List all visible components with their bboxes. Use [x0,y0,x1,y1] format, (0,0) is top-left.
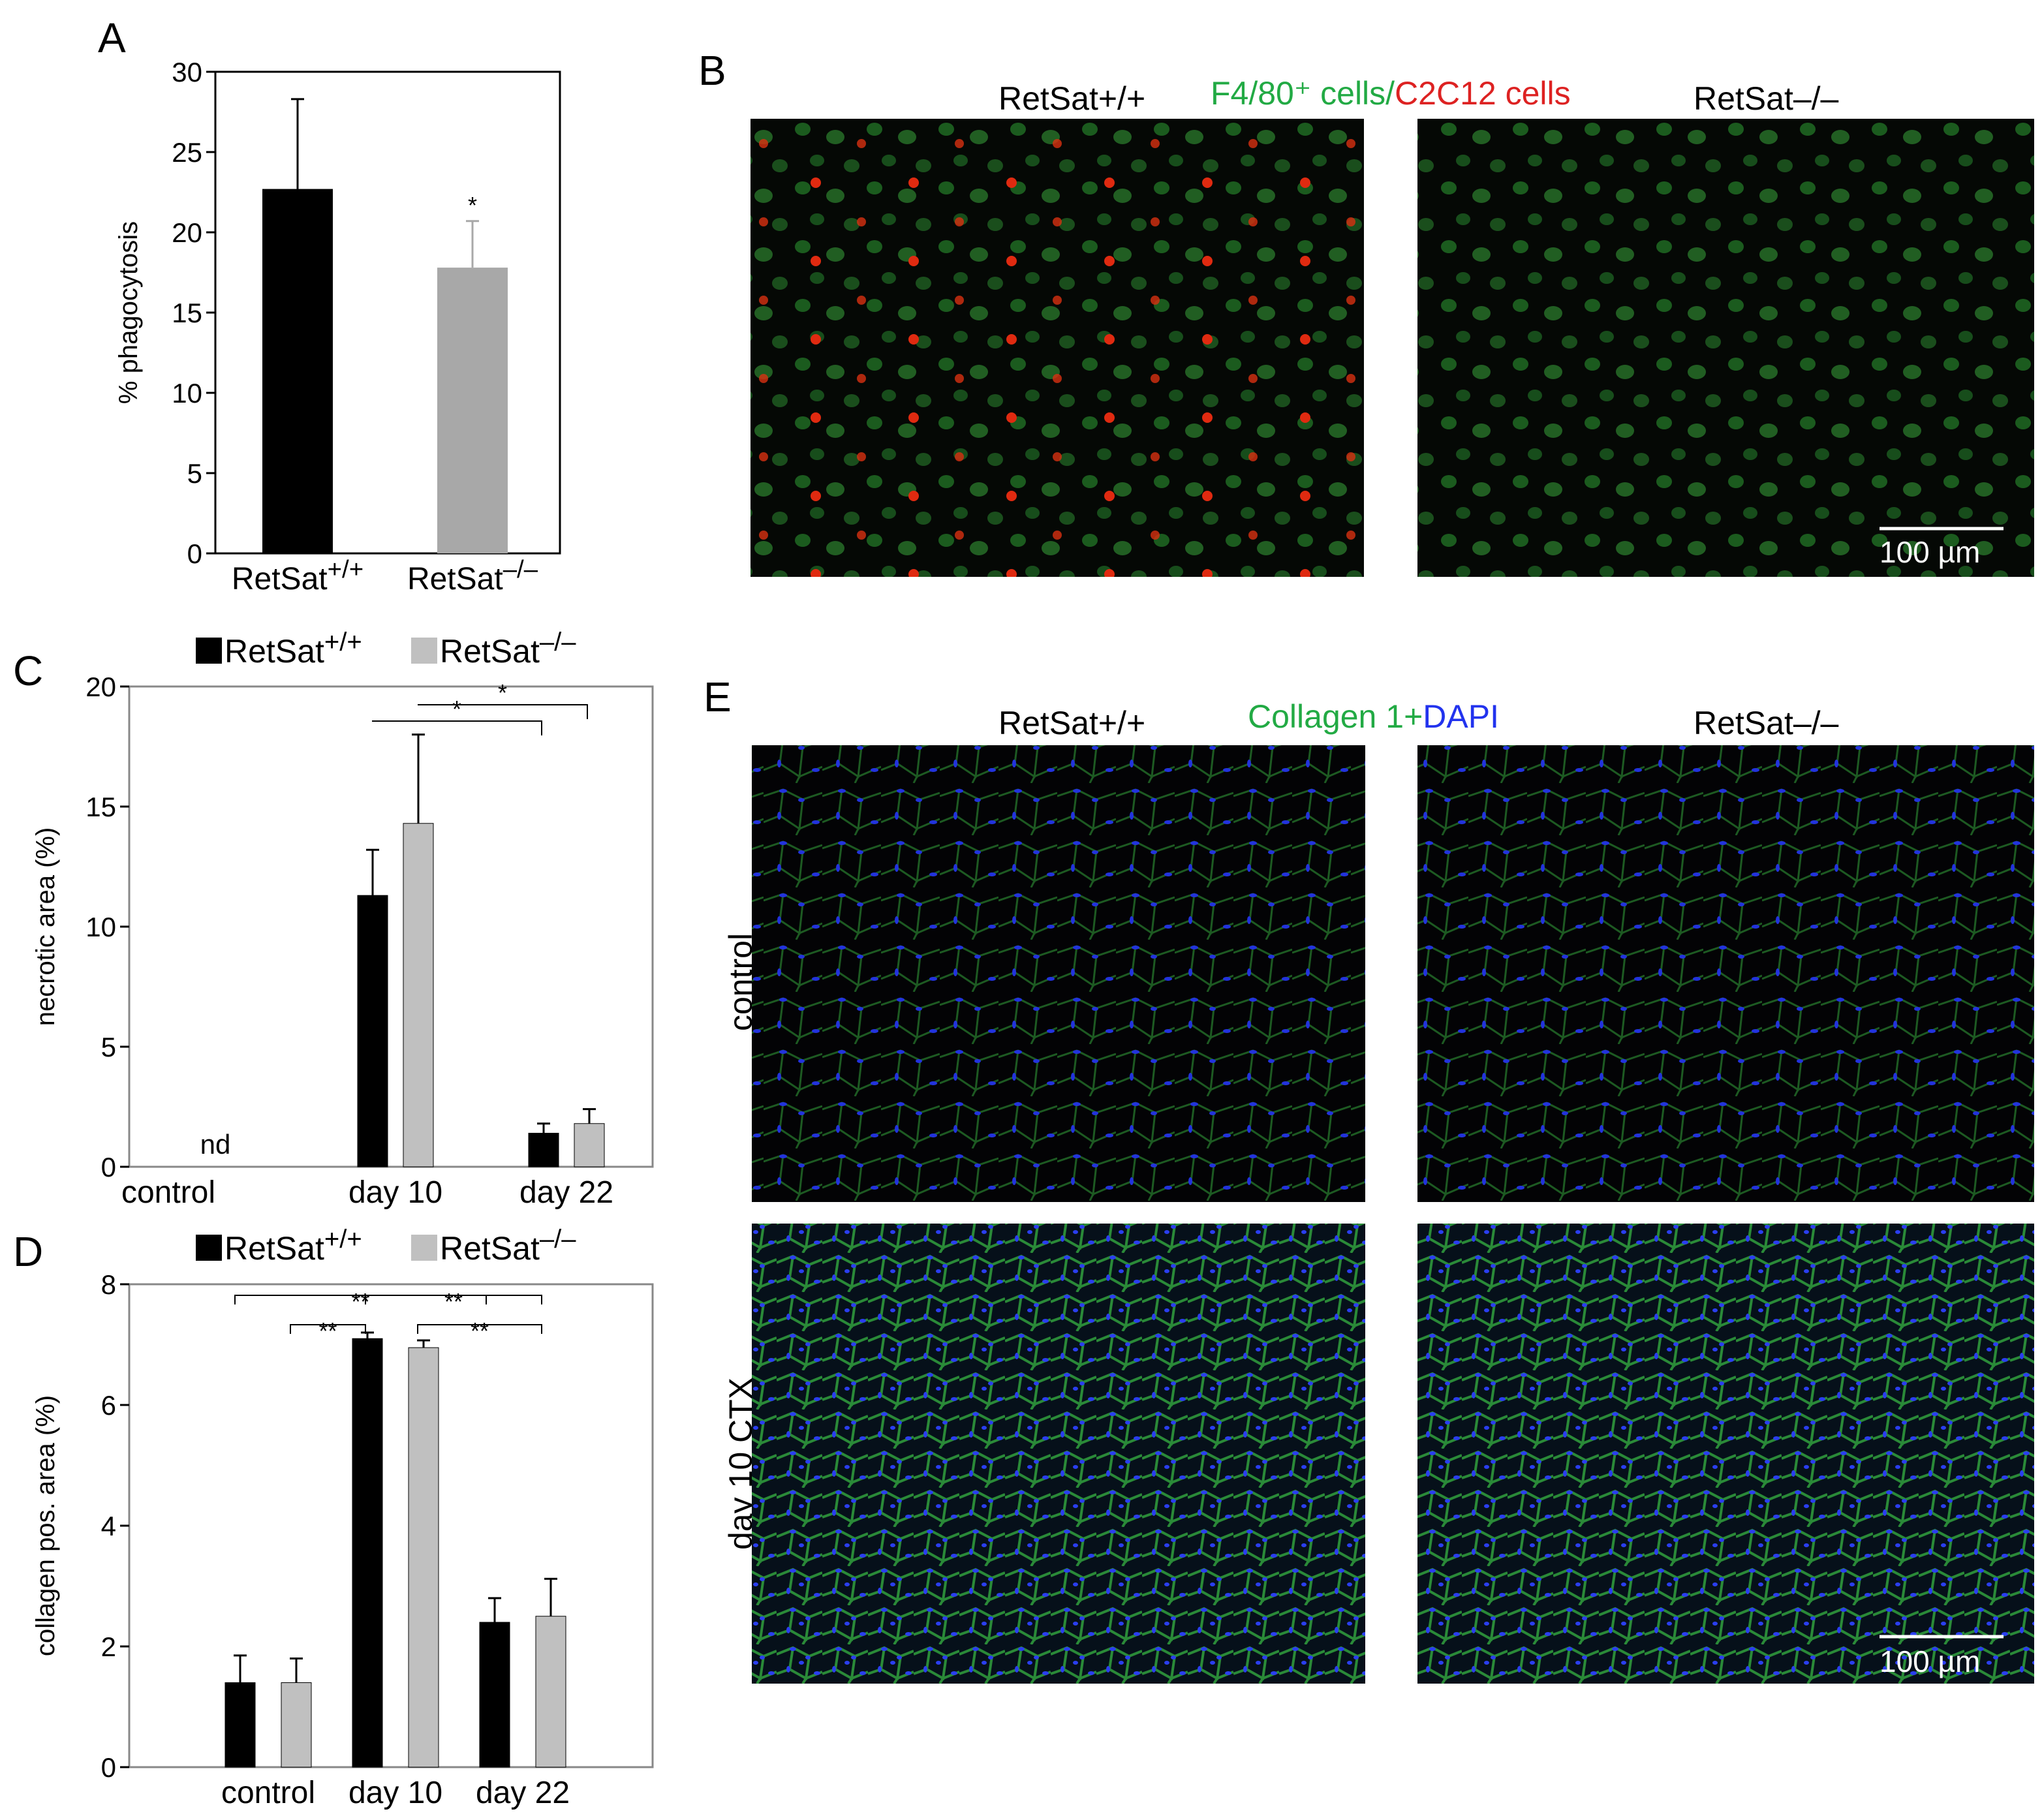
panel-letter-a: A [98,14,126,61]
chart-d-bar [479,1622,510,1768]
panel-e-stain-green: Collagen 1+ [1248,698,1423,735]
chart-c-ytick-label: 20 [85,671,116,702]
chart-c-ytick-label: 10 [85,912,116,942]
chart-c-bracket [372,720,542,735]
chart-a-bar [437,268,508,553]
chart-c-category-label: day 10 [348,1175,442,1210]
chart-c-ytick-label: 0 [101,1152,116,1182]
chart-d-ytick-label: 6 [101,1390,116,1421]
chart-d-category-label: day 10 [348,1776,442,1810]
chart-a-category-label: RetSat–/– [407,555,538,596]
chart-d-frame [128,1283,654,1768]
chart-a-ytick-label: 25 [172,137,202,168]
chart-a-ytick-label: 10 [172,378,202,409]
panel-e-left-genotype: RetSat+/+ [998,705,1145,741]
chart-d-ytick-label: 2 [101,1631,116,1662]
chart-a-significance: * [468,192,477,219]
chart-d-significance: ** [351,1288,369,1315]
panel-e-stain-title: Collagen 1+DAPI [1248,698,1499,735]
chart-d-legend-label: RetSat–/– [440,1225,576,1267]
chart-d: 0 2 4 6 8 collagen pos. area (%) RetSat+/+ RetS… [31,1225,654,1810]
panel-b-right-genotype: RetSat–/– [1694,80,1839,117]
chart-d-bar [408,1347,439,1768]
panel-e-image-day10-ko [1417,1224,2034,1684]
chart-c-ytick-label: 15 [85,792,116,822]
chart-c-legend-swatch [411,638,437,664]
chart-a-ytick-label: 5 [187,458,202,489]
chart-d-ylabel: collagen pos. area (%) [31,1395,60,1656]
chart-c-significance: * [498,679,507,706]
chart-c-significance: * [452,696,461,722]
chart-c-bar [528,1132,559,1167]
chart-d-bar [535,1616,566,1768]
chart-d-bracket [365,1295,542,1304]
panel-e-right-genotype: RetSat–/– [1694,705,1839,741]
chart-d-ytick-label: 0 [101,1752,116,1783]
panel-e-micrographs: RetSat+/+ Collagen 1+DAPI RetSat–/– cont… [722,698,2034,1684]
chart-c-ylabel: necrotic area (%) [31,827,60,1026]
panel-b-stain-red: C2C12 cells [1395,75,1571,112]
chart-d-bracket [234,1295,487,1304]
panel-b-image-wt-red [750,119,1364,577]
chart-d-category-label: control [221,1776,315,1810]
panel-b-scale-label: 100 µm [1880,535,1980,569]
chart-c-nd-label: nd [200,1129,231,1160]
panel-e-image-control-ko [1417,745,2034,1202]
chart-a-ytick-label: 15 [172,298,202,328]
chart-d-legend-swatch [196,1235,222,1261]
chart-c-bracket [418,704,588,719]
chart-d-bar [281,1682,312,1768]
panel-e-stain-blue: DAPI [1423,698,1499,735]
chart-c-legend-swatch [196,638,222,664]
chart-d-bar [224,1682,256,1768]
panel-letter-d: D [13,1228,43,1275]
chart-c-bar [574,1123,605,1167]
panel-b-stain-green: F4/80⁺ cells/ [1211,75,1395,112]
chart-d-significance: ** [444,1288,463,1315]
chart-c-bar [403,823,434,1167]
chart-d-ytick-label: 4 [101,1511,116,1541]
chart-a-ytick-label: 30 [172,57,202,87]
panel-letter-e: E [704,673,732,720]
chart-d-bracket [290,1324,366,1334]
panel-b-micrographs: RetSat+/+ F4/80⁺ cells/C2C12 cells RetSa… [750,75,2034,577]
chart-d-ytick-label: 8 [101,1269,116,1300]
chart-d-bar [352,1338,383,1768]
panel-e-scale-label: 100 µm [1880,1644,1980,1678]
chart-c-legend-label: RetSat–/– [440,628,576,670]
panel-e-image-day10-wt [752,1224,1365,1684]
chart-c-ytick-label: 5 [101,1032,116,1062]
chart-c-frame [128,685,654,1168]
chart-d-significance: ** [318,1318,337,1344]
chart-d-significance: ** [471,1318,489,1344]
chart-a-category-label: RetSat+/+ [232,555,364,596]
panel-e-image-control-wt [752,745,1365,1202]
chart-c-legend-label: RetSat+/+ [224,628,362,670]
chart-c-category-label: control [121,1175,215,1210]
panel-b-left-genotype: RetSat+/+ [998,80,1145,117]
chart-c-category-label: day 22 [519,1175,613,1210]
chart-d-legend-label: RetSat+/+ [224,1225,362,1267]
chart-d-legend-swatch [411,1235,437,1261]
chart-d-category-label: day 22 [476,1776,570,1810]
chart-c-bar [357,895,388,1167]
chart-a-ytick-label: 20 [172,217,202,248]
chart-c: 0 5 10 15 20 necrotic area (%) RetSat+/+ RetSat… [31,628,654,1210]
chart-d-bracket [417,1324,542,1334]
panel-letter-b: B [698,47,726,94]
chart-a-ylabel: % phagocytosis [114,221,143,404]
chart-a-bar [262,189,333,554]
panel-letter-c: C [13,647,43,694]
chart-a: 0 5 10 15 20 25 30 % phagocytosis RetSat+/+ * RetS… [114,57,561,596]
panel-b-image-ko [1417,119,2034,577]
panel-b-stain-title: F4/80⁺ cells/C2C12 cells [1211,75,1571,112]
chart-a-ytick-label: 0 [187,538,202,569]
